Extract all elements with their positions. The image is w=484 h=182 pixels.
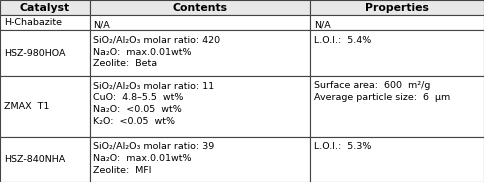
Bar xyxy=(0,136,90,182)
Text: N/A: N/A xyxy=(314,21,331,30)
Text: H-Chabazite: H-Chabazite xyxy=(4,18,62,27)
Bar xyxy=(310,76,484,136)
Text: ZMAX  T1: ZMAX T1 xyxy=(4,102,49,111)
Bar xyxy=(0,15,90,30)
Text: SiO₂/Al₂O₃ molar ratio: 11
CuO:  4.8–5.5  wt%
Na₂O:  <0.05  wt%
K₂O:  <0.05  wt%: SiO₂/Al₂O₃ molar ratio: 11 CuO: 4.8–5.5 … xyxy=(93,81,214,126)
Text: Surface area:  600  m²/g
Average particle size:  6  μm: Surface area: 600 m²/g Average particle … xyxy=(314,81,450,102)
Bar xyxy=(90,136,310,182)
Bar xyxy=(0,76,90,136)
Text: SiO₂/Al₂O₃ molar ratio: 39
Na₂O:  max.0.01wt%
Zeolite:  MFI: SiO₂/Al₂O₃ molar ratio: 39 Na₂O: max.0.0… xyxy=(93,142,215,175)
Text: N/A: N/A xyxy=(93,21,110,30)
Bar xyxy=(310,0,484,15)
Bar xyxy=(90,76,310,136)
Bar xyxy=(0,30,90,76)
Text: Properties: Properties xyxy=(365,3,429,13)
Text: HSZ-980HOA: HSZ-980HOA xyxy=(4,49,65,58)
Bar xyxy=(310,30,484,76)
Text: HSZ-840NHA: HSZ-840NHA xyxy=(4,155,65,164)
Text: L.O.I.:  5.3%: L.O.I.: 5.3% xyxy=(314,142,371,151)
Text: Catalyst: Catalyst xyxy=(20,3,70,13)
Bar xyxy=(90,15,310,30)
Text: Contents: Contents xyxy=(172,3,227,13)
Text: SiO₂/Al₂O₃ molar ratio: 420
Na₂O:  max.0.01wt%
Zeolite:  Beta: SiO₂/Al₂O₃ molar ratio: 420 Na₂O: max.0.… xyxy=(93,36,221,68)
Text: L.O.I.:  5.4%: L.O.I.: 5.4% xyxy=(314,36,371,45)
Bar xyxy=(310,15,484,30)
Bar xyxy=(0,0,90,15)
Bar xyxy=(90,30,310,76)
Bar xyxy=(90,0,310,15)
Bar xyxy=(310,136,484,182)
